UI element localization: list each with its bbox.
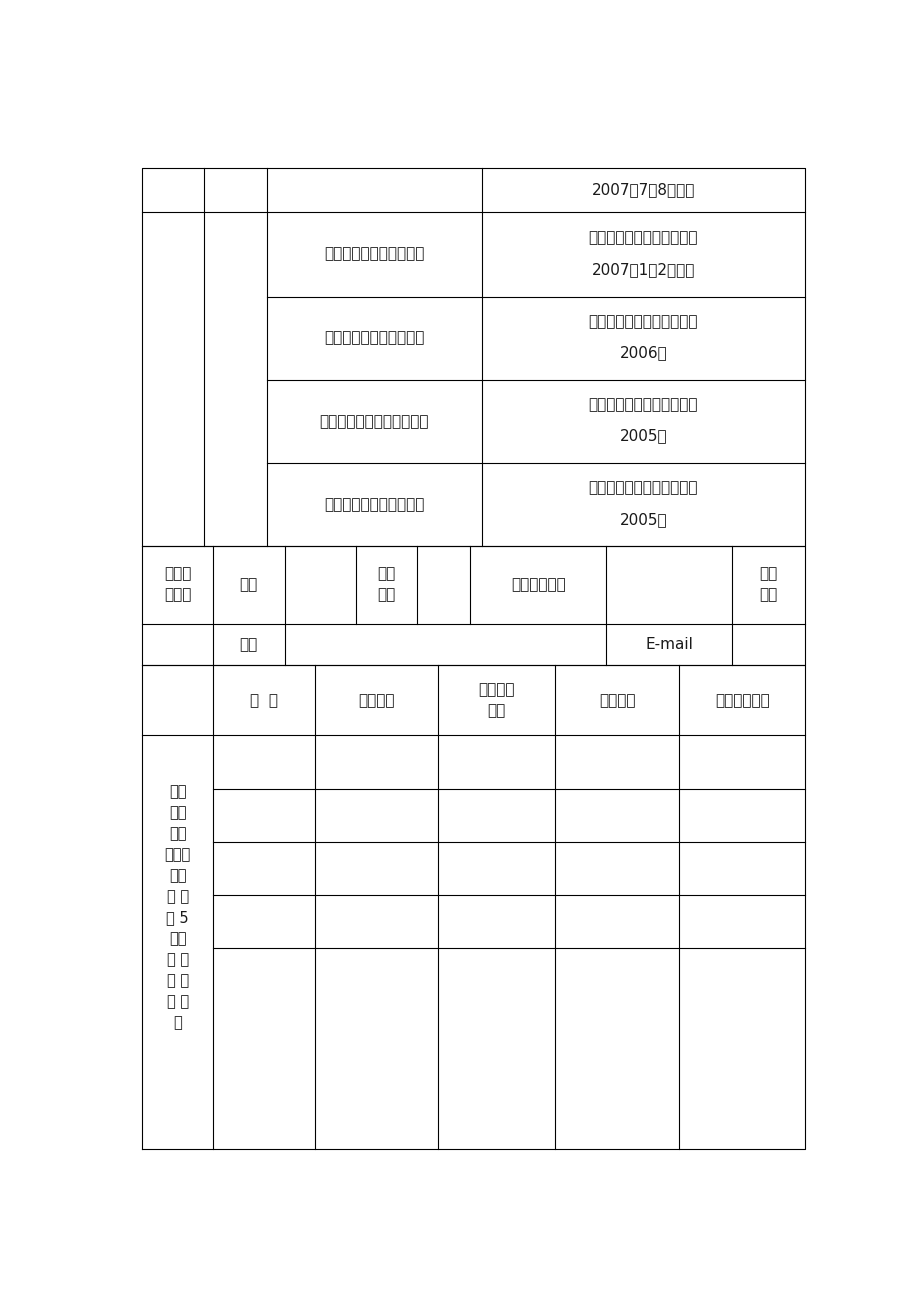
Text: 研究
专长: 研究 专长: [759, 566, 777, 603]
Text: 研究专长: 研究专长: [598, 693, 635, 708]
Text: 电话: 电话: [240, 637, 257, 652]
Text: 2005年: 2005年: [618, 512, 666, 527]
Text: 《让语文教学更显本色》: 《让语文教学更显本色》: [323, 246, 424, 262]
Text: 省级刊物《小学语文研究》: 省级刊物《小学语文研究》: [588, 397, 698, 411]
Text: 课题组
副组长: 课题组 副组长: [164, 566, 191, 603]
Text: 省级刊物《小学语文研究》: 省级刊物《小学语文研究》: [588, 314, 698, 329]
Text: 专业技术
职务: 专业技术 职务: [478, 682, 515, 719]
Text: 课题组内分工: 课题组内分工: [714, 693, 768, 708]
Text: 2006年: 2006年: [618, 345, 666, 361]
Text: 《在动手动脑中自主探究》: 《在动手动脑中自主探究》: [319, 414, 428, 428]
Text: 姓  名: 姓 名: [250, 693, 278, 708]
Text: 行政
职务: 行政 职务: [377, 566, 395, 603]
Text: 2007年1、2月合刊: 2007年1、2月合刊: [591, 262, 695, 277]
Text: 《让学生感受汉字之美》: 《让学生感受汉字之美》: [323, 497, 424, 512]
Text: 姓名: 姓名: [240, 577, 257, 592]
Text: 2005年: 2005年: [618, 428, 666, 444]
Text: 市级刊物《教育与信息化》: 市级刊物《教育与信息化》: [588, 480, 698, 495]
Text: （不
含课
题组
组长、
副组
长 限
填 5
人）
课 题
组 核
心 成
员: （不 含课 题组 组长、 副组 长 限 填 5 人） 课 题 组 核 心 成 员: [165, 784, 190, 1030]
Text: 2007年7、8月合刊: 2007年7、8月合刊: [591, 182, 695, 198]
Text: E-mail: E-mail: [644, 637, 692, 652]
Text: 《让词义教学生动起来》: 《让词义教学生动起来》: [323, 331, 424, 345]
Text: 工作单位: 工作单位: [358, 693, 394, 708]
Text: 专业技术职务: 专业技术职务: [510, 577, 565, 592]
Text: 省级刊物《小学语文研究》: 省级刊物《小学语文研究》: [588, 229, 698, 245]
